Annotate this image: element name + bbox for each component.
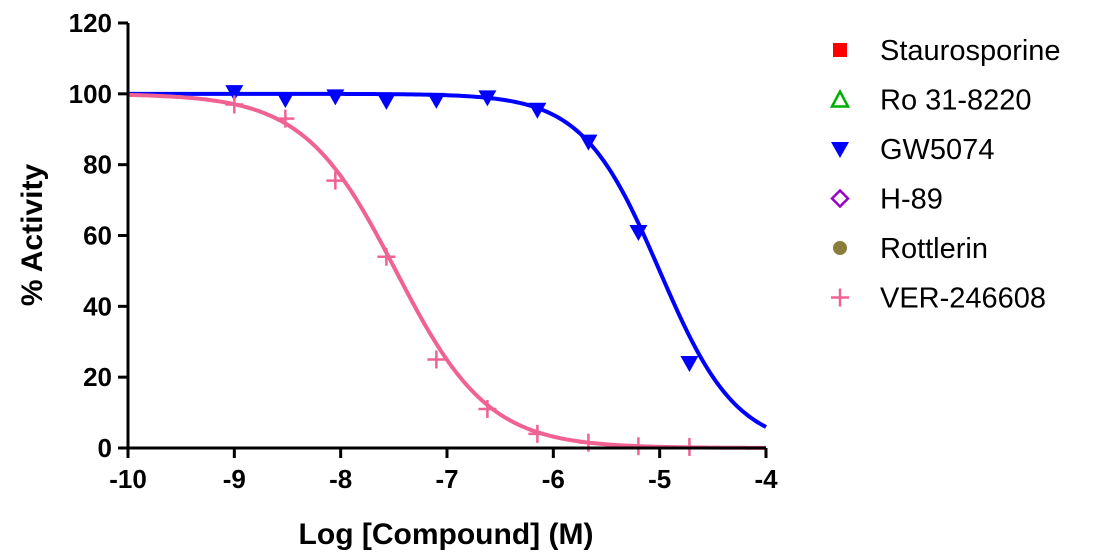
legend-label: Staurosporine bbox=[880, 35, 1061, 67]
data-point-ver-246608 bbox=[276, 109, 295, 128]
data-point-ver-246608 bbox=[225, 95, 244, 114]
data-point-gw5074 bbox=[528, 102, 547, 119]
legend-label: H-89 bbox=[880, 184, 943, 216]
data-point-gw5074 bbox=[377, 93, 396, 110]
fit-curves bbox=[127, 91, 767, 450]
legend-item: VER-246608 bbox=[831, 283, 1046, 315]
x-tick-label: -4 bbox=[754, 464, 778, 494]
x-tick-label: -8 bbox=[329, 464, 352, 494]
x-tick-label: -10 bbox=[109, 464, 147, 494]
y-tick-label: 100 bbox=[69, 79, 112, 109]
legend-item: Rottlerin bbox=[833, 233, 988, 265]
x-tick-label: -6 bbox=[542, 464, 565, 494]
legend-marker bbox=[833, 241, 847, 255]
legend-marker bbox=[829, 88, 851, 108]
legend-marker bbox=[830, 188, 850, 209]
fit-curve-gw5074 bbox=[128, 91, 767, 429]
data-point-ver-246608 bbox=[528, 424, 547, 443]
legend-item: Staurosporine bbox=[833, 35, 1061, 67]
legend-label: VER-246608 bbox=[880, 283, 1046, 315]
data-point-gw5074 bbox=[326, 89, 345, 106]
legend-marker bbox=[831, 142, 849, 158]
data-point-ver-246608 bbox=[427, 350, 446, 369]
x-axis-title: Log [Compound] (M) bbox=[299, 518, 594, 551]
y-tick-label: 120 bbox=[69, 8, 112, 38]
legend-marker bbox=[831, 288, 849, 307]
legend-item: Ro 31-8220 bbox=[829, 85, 1032, 117]
y-tick-label: 60 bbox=[83, 221, 112, 251]
x-axis-ticks: -10 -9 -8 -7 -6 -5 -4 bbox=[109, 448, 778, 494]
legend: Staurosporine Ro 31-8220 GW5074 H-89 Rottler… bbox=[829, 35, 1061, 315]
legend-marker bbox=[833, 43, 847, 57]
x-tick-label: -9 bbox=[223, 464, 246, 494]
y-tick-label: 80 bbox=[83, 150, 112, 180]
data-point-ver-246608 bbox=[326, 171, 345, 190]
y-tick-label: 40 bbox=[83, 291, 112, 321]
data-point-gw5074 bbox=[579, 134, 598, 151]
data-point-gw5074 bbox=[629, 224, 648, 241]
legend-item: GW5074 bbox=[831, 134, 994, 166]
y-axis-ticks: 0 20 40 60 80 100 120 bbox=[69, 8, 128, 463]
data-point-gw5074 bbox=[427, 92, 446, 109]
x-tick-label: -7 bbox=[435, 464, 458, 494]
data-point-gw5074 bbox=[225, 85, 244, 102]
data-point-gw5074 bbox=[276, 92, 295, 109]
data-point-ver-246608 bbox=[377, 247, 396, 266]
legend-item: H-89 bbox=[830, 184, 943, 216]
data-point-gw5074 bbox=[478, 90, 497, 107]
data-point-ver-246608 bbox=[478, 400, 497, 419]
y-axis-title: % Activity bbox=[16, 164, 49, 307]
legend-label: Rottlerin bbox=[880, 233, 988, 265]
legend-label: Ro 31-8220 bbox=[880, 85, 1032, 117]
data-point-gw5074 bbox=[680, 356, 699, 372]
y-tick-label: 0 bbox=[98, 433, 112, 463]
legend-label: GW5074 bbox=[880, 134, 994, 166]
data-points bbox=[225, 85, 699, 456]
y-tick-label: 20 bbox=[83, 362, 112, 392]
fit-curve-ver-246608 bbox=[127, 92, 766, 450]
data-point-ver-246608 bbox=[629, 437, 648, 456]
axes: -10 -9 -8 -7 -6 -5 -4 0 20 40 60 80 100 120 bbox=[69, 8, 778, 494]
x-tick-label: -5 bbox=[648, 464, 671, 494]
